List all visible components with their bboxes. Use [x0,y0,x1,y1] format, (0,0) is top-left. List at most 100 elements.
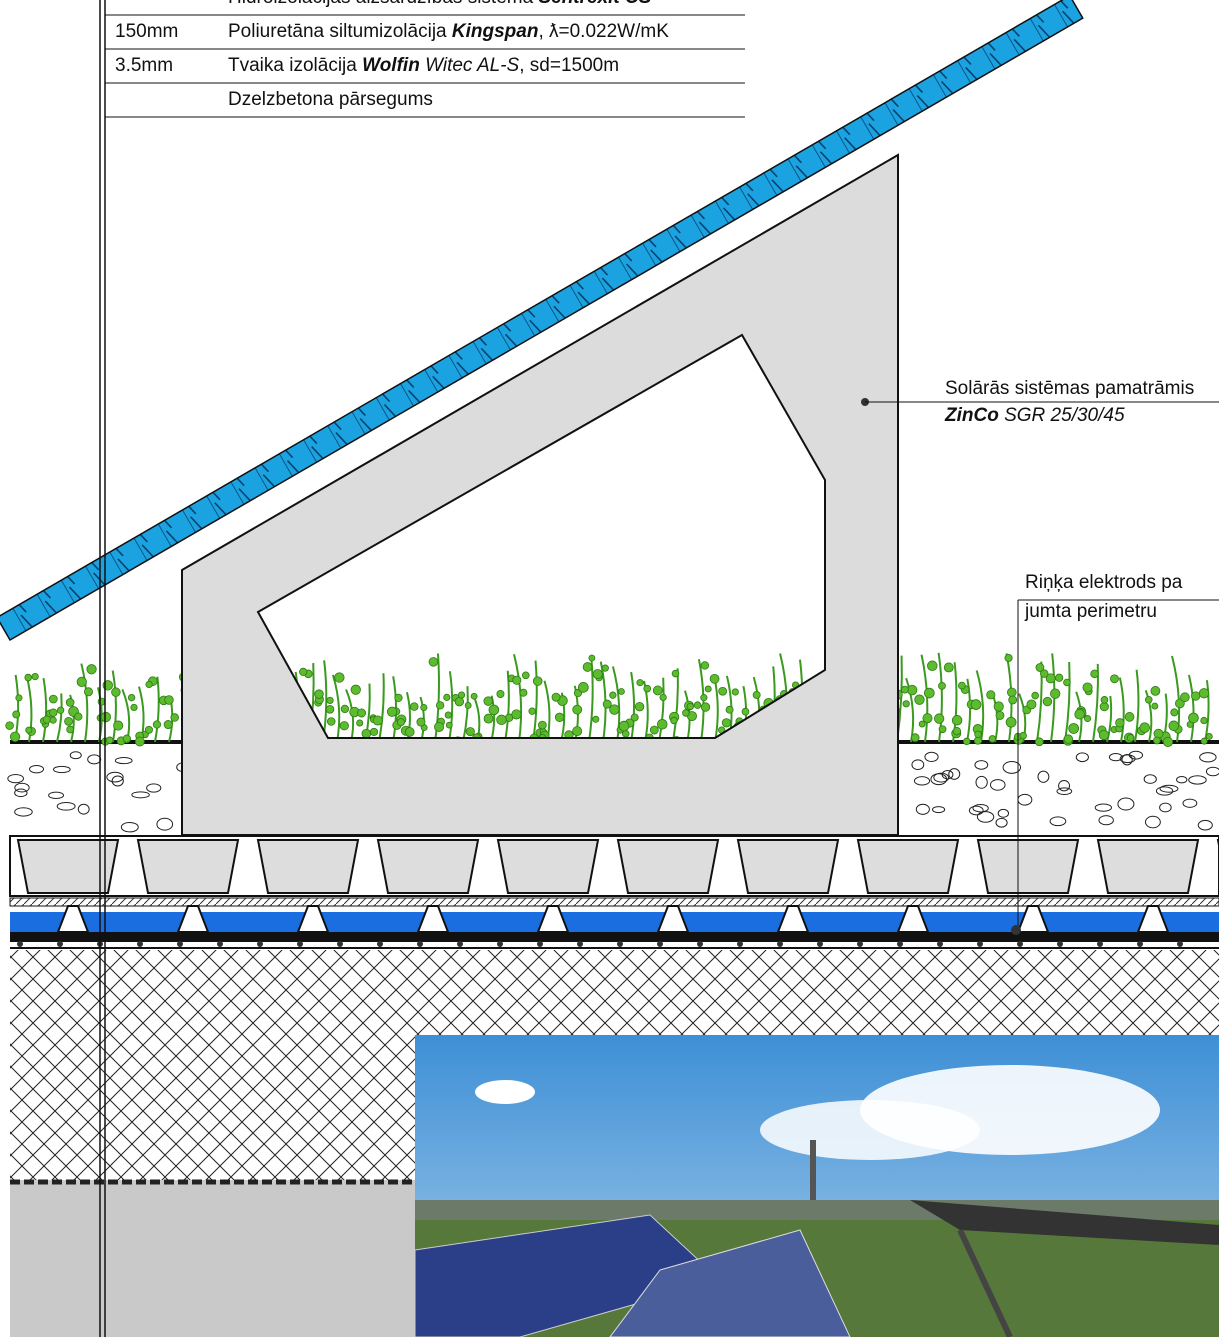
dot [737,941,743,947]
leaf [340,704,350,714]
drain-cup [736,839,840,894]
leaf [100,711,112,723]
leaf [511,709,522,720]
leaf [361,728,372,739]
leaf [649,725,659,735]
drain-leg [896,905,930,933]
dot [17,941,23,947]
leaf [752,690,761,699]
gravel [106,771,124,783]
leaf [988,735,997,743]
leaf [721,718,732,728]
drain-leg [176,905,210,933]
leaf [326,696,334,705]
dot [137,941,143,947]
dot [337,941,343,947]
dot [897,941,903,947]
leaf [902,700,910,708]
gravel [974,760,989,770]
leaf [465,727,475,737]
leaf [445,721,453,729]
leaf [1063,734,1073,744]
frame-model: ZinCo SGR 25/30/45 [944,405,1125,426]
leaf [592,669,603,680]
drain-cup [496,839,600,894]
plant [937,652,943,743]
leaf [42,715,51,724]
drain-cup [616,839,720,894]
gravel [77,803,90,815]
dot [577,941,583,947]
plant [713,674,719,743]
leaf [551,692,561,702]
leaf [1144,695,1153,704]
leaf [496,690,505,698]
text-run: Tvaika izolācija [228,55,362,76]
leaf [409,702,419,711]
drain-leg [1016,905,1050,933]
leaf [56,706,65,714]
leaf [682,709,690,717]
leaf [350,684,361,695]
leaf [420,703,428,712]
leaf [86,664,97,675]
leaf [454,697,465,707]
leaf [1055,673,1064,682]
leaf [592,715,600,723]
leaf [1124,712,1135,722]
dot [457,941,463,947]
leaf [1191,691,1201,701]
dot [817,941,823,947]
leaf [1139,722,1150,733]
leaf [1100,696,1109,704]
leaf [1200,716,1208,725]
gravel [111,775,124,787]
leaf [512,675,522,685]
text-run: Hidroizolācijas aizsardzības sistēma [228,0,538,8]
leaf [700,694,708,702]
leaf [428,657,439,667]
leaf [470,692,478,700]
dot [697,941,703,947]
leaf [357,708,367,718]
gravel [1002,760,1022,774]
leaf [496,714,507,726]
leaf [918,720,926,728]
leaf [144,725,153,734]
gravel [911,759,925,771]
leaf [97,697,106,706]
gravel [933,772,950,783]
gravel [976,811,995,823]
text-run: Sentrexit CS [538,0,651,8]
leaf [900,685,909,694]
leaf [444,711,452,719]
gravel [1075,752,1089,763]
electrode-label: jumta perimetru [1024,601,1157,622]
plant [378,673,385,743]
leaf [105,736,114,744]
leaf [1153,728,1164,739]
leaf [1170,708,1179,717]
leaf [457,691,466,699]
text-run: , sd=1500m [519,55,619,76]
layer-thickness: 150mm [115,21,178,42]
leaf [731,688,739,696]
leaf [974,730,982,739]
drain-cup [136,839,240,894]
leaf [1050,688,1061,699]
dot [657,941,663,947]
dot [377,941,383,947]
leaf [49,708,58,717]
gravel [913,776,931,786]
gravel [932,806,946,814]
leaf [325,704,335,714]
dot [777,941,783,947]
leaf [718,686,728,696]
dot [297,941,303,947]
gravel [997,808,1010,818]
leaf [1068,723,1080,734]
leaf [963,737,971,746]
plant [1118,677,1125,743]
dot [1097,941,1103,947]
dot [937,941,943,947]
